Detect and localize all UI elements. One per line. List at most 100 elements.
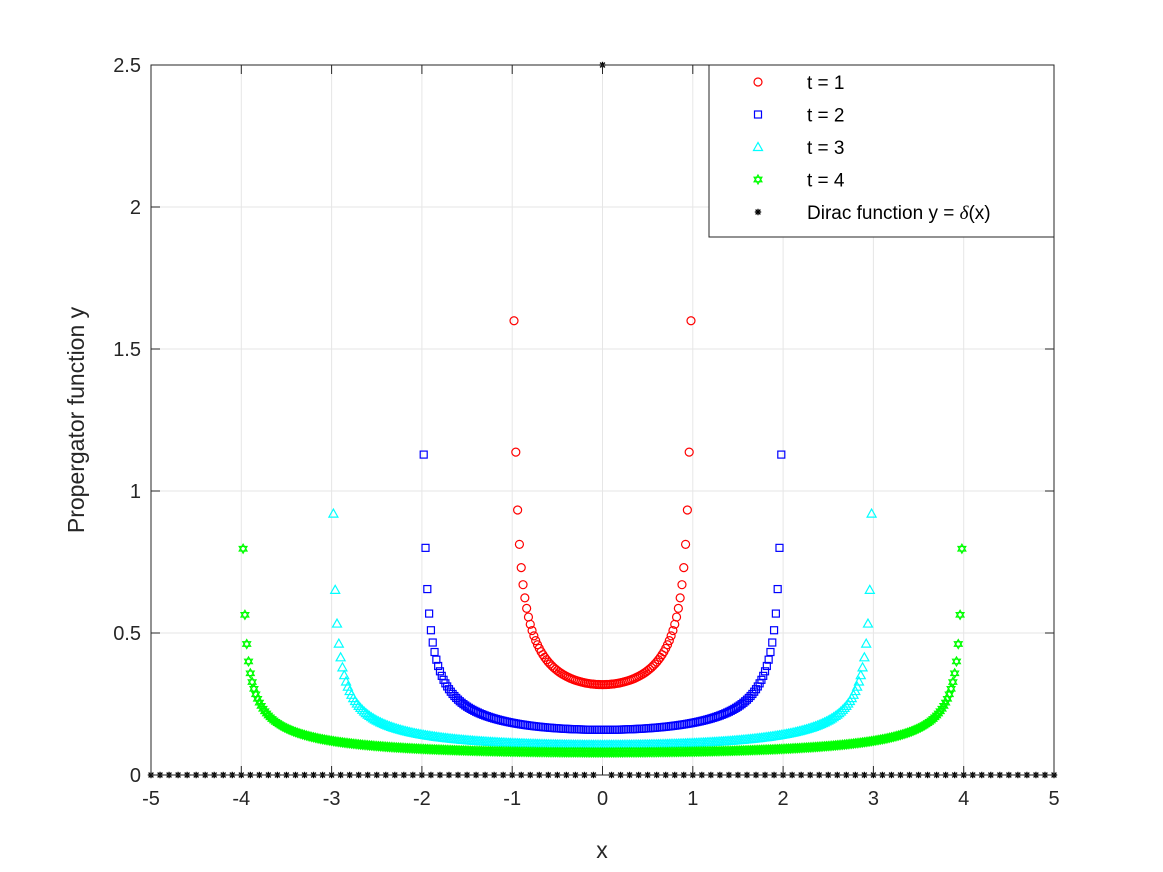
data-point — [684, 447, 694, 457]
data-point — [677, 580, 687, 590]
legend-marker — [753, 110, 763, 119]
data-point — [522, 603, 532, 613]
data-point — [947, 676, 958, 688]
data-point — [860, 637, 872, 648]
data-point — [511, 447, 521, 457]
data-point — [949, 667, 960, 679]
data-point — [527, 625, 537, 636]
data-point — [239, 609, 250, 621]
data-point — [520, 593, 530, 603]
data-point — [434, 661, 443, 671]
legend: t = 1 t = 2 t = 3 t = 4 Dirac function y = δ… — [708, 64, 1055, 238]
data-point — [354, 702, 367, 713]
data-point — [338, 669, 350, 680]
legend-label: t = 4 — [807, 171, 845, 192]
x-tick-label: 5 — [1048, 788, 1059, 810]
data-point — [777, 450, 786, 459]
data-point — [518, 580, 528, 590]
data-point — [862, 617, 874, 628]
data-point — [245, 667, 256, 679]
y-tick-label: 0 — [130, 765, 141, 787]
data-point — [435, 667, 445, 676]
legend-marker — [754, 208, 762, 216]
data-point — [866, 507, 878, 518]
x-tick-label: -1 — [503, 788, 521, 810]
data-point — [760, 667, 770, 676]
legend-entry: t = 3 — [752, 138, 845, 159]
data-point — [768, 638, 777, 647]
y-tick-label: 1 — [130, 481, 141, 503]
data-point — [946, 683, 956, 695]
series-3 — [327, 507, 878, 749]
x-tick-label: -4 — [232, 788, 250, 810]
data-point — [432, 655, 441, 664]
y-tick-label: 1.5 — [113, 339, 141, 361]
data-point — [513, 505, 523, 515]
data-point — [514, 539, 525, 549]
legend-box — [708, 64, 1055, 238]
data-point — [953, 638, 964, 650]
legend-label: t = 1 — [807, 73, 845, 94]
data-point — [851, 680, 863, 691]
data-point — [662, 640, 673, 650]
legend-entry: Dirac function y = δ(x) — [754, 203, 991, 224]
data-point — [673, 603, 683, 613]
data-point — [686, 316, 696, 326]
legend-entries: t = 1 t = 2 t = 3 t = 4 Dirac function y = δ… — [752, 73, 991, 224]
x-tick-label: -3 — [323, 788, 341, 810]
y-tick-label: 0.5 — [113, 623, 141, 645]
data-point — [864, 584, 876, 594]
data-point — [853, 675, 865, 686]
data-point — [426, 626, 436, 635]
legend-label: Dirac function y = δ(x) — [807, 203, 991, 224]
data-point — [419, 450, 428, 459]
legend-entry: t = 1 — [753, 73, 845, 94]
series-2 — [419, 450, 786, 734]
data-point — [509, 316, 519, 326]
legend-label: t = 3 — [807, 138, 845, 159]
data-point — [525, 619, 535, 629]
legend-marker — [753, 77, 763, 87]
series-1 — [509, 316, 696, 690]
data-point — [336, 661, 348, 672]
data-point — [421, 543, 430, 552]
data-point — [682, 505, 692, 515]
data-point — [430, 647, 439, 657]
x-axis-label: x — [596, 837, 608, 863]
y-tick-label: 2.5 — [113, 55, 141, 77]
data-point — [773, 584, 782, 594]
series-layer — [147, 61, 1058, 779]
data-point — [423, 584, 432, 594]
data-point — [857, 661, 869, 672]
data-point — [675, 593, 685, 603]
data-point — [831, 708, 843, 719]
tick-labels: -5 -4 -3 -2 -1 0 1 2 3 4 5 0 0.5 1 1.5 2 2.5 — [113, 55, 1059, 810]
data-point — [855, 669, 867, 680]
y-tick-label: 2 — [130, 197, 141, 219]
data-point — [775, 543, 784, 552]
data-point — [762, 661, 771, 671]
x-tick-label: 1 — [687, 788, 698, 810]
data-point — [664, 635, 674, 646]
x-tick-label: 4 — [958, 788, 969, 810]
data-point — [858, 651, 870, 662]
x-tick-label: -2 — [413, 788, 431, 810]
legend-entry: t = 2 — [753, 106, 845, 127]
data-point — [333, 637, 345, 648]
data-point — [766, 647, 775, 657]
data-point — [327, 507, 339, 518]
series-4 — [238, 543, 967, 759]
data-point — [769, 626, 779, 635]
data-point — [425, 609, 434, 618]
data-point — [428, 638, 437, 647]
data-point — [764, 655, 773, 664]
data-point — [666, 631, 676, 641]
legend-marker — [753, 173, 763, 186]
data-point — [247, 676, 258, 688]
data-point — [358, 705, 370, 716]
y-axis-label: Propergator function y — [63, 306, 89, 533]
data-point — [238, 543, 249, 555]
x-tick-label: 3 — [868, 788, 879, 810]
data-point — [531, 635, 541, 646]
